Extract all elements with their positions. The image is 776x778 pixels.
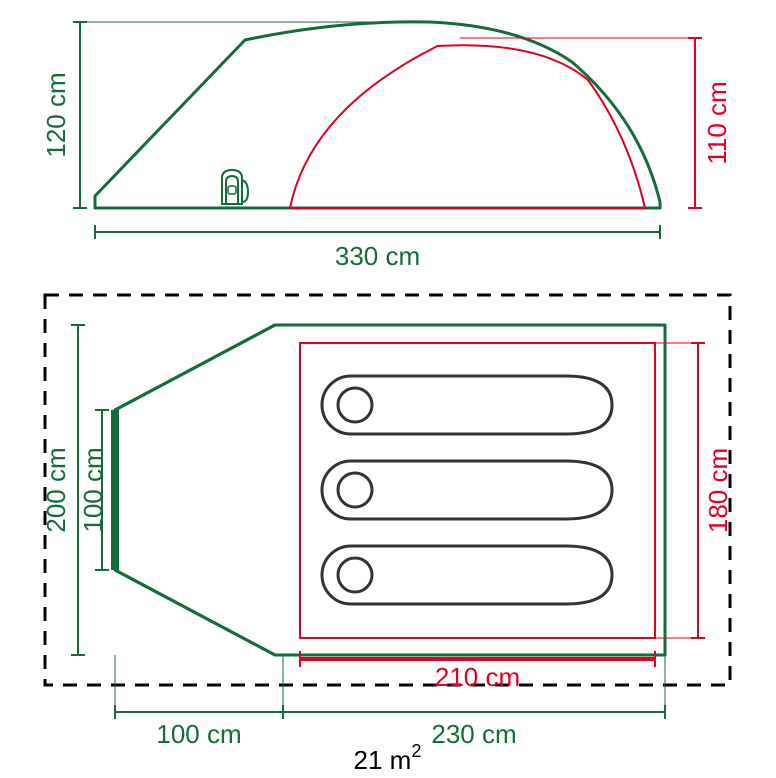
diagram-shape [338, 388, 372, 422]
dimension-label: 200 cm [41, 447, 71, 532]
dimension-label: 330 cm [335, 241, 420, 271]
dimension-label: 120 cm [41, 72, 71, 157]
diagram-shape [115, 325, 275, 410]
backpack-icon [222, 170, 248, 204]
diagram-svg: 120 cm110 cm330 cm200 cm100 cm180 cm210 … [0, 0, 776, 778]
dimension-label: 180 cm [703, 448, 733, 533]
dim-outer-length: 230 cm [431, 719, 516, 749]
side-outer-tent [95, 22, 660, 208]
dim-vestibule-length: 100 cm [156, 719, 241, 749]
dimension-label: 110 cm [702, 81, 732, 164]
sleeping-bag-icon [322, 461, 612, 519]
side-inner-tent [290, 45, 645, 208]
area-label: 21 m2 [354, 741, 422, 775]
tent-diagram: 120 cm110 cm330 cm200 cm100 cm180 cm210 … [0, 0, 776, 778]
diagram-shape [322, 461, 612, 519]
dimension-label: 100 cm [78, 447, 108, 532]
footprint-boundary [45, 295, 730, 685]
diagram-shape [322, 546, 612, 604]
diagram-shape [338, 473, 372, 507]
diagram-shape [115, 570, 275, 655]
diagram-shape [322, 376, 612, 434]
diagram-shape [228, 186, 236, 194]
dim-inner-length: 210 cm [435, 662, 520, 692]
sleeping-bag-icon [322, 376, 612, 434]
sleeping-bag-icon [322, 546, 612, 604]
diagram-shape [338, 558, 372, 592]
